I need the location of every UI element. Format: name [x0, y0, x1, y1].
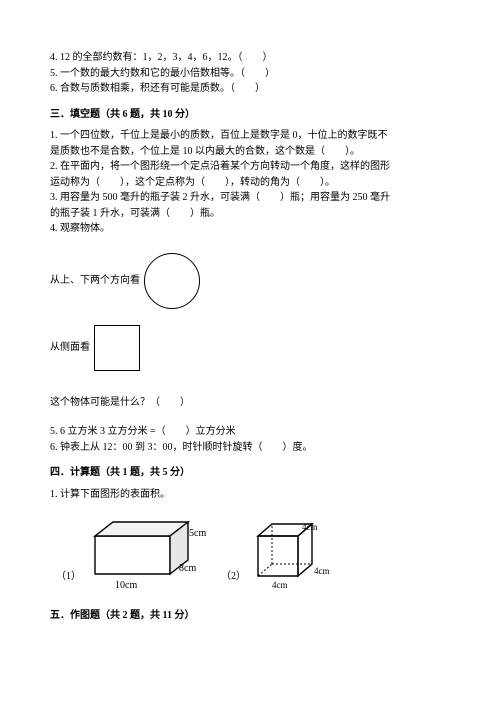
- page: 4. 12 的全部约数有：1，2，3，4，6，12。（ ） 5. 一个数的最大约…: [0, 0, 500, 707]
- figure-row: （1） 5cm 8cm 10cm （2） 4cm 4cm 4cm: [50, 516, 450, 594]
- s3-q6: 6. 钟表上从 12：00 到 3：00，时针顺时针旋转（ ）度。: [50, 440, 450, 456]
- observe-side-row: 从侧面看: [50, 325, 450, 371]
- observe-top-row: 从上、下两个方向看: [50, 253, 450, 309]
- cube-edge-label-bottom: 4cm: [272, 580, 288, 590]
- cube-figure: 4cm 4cm 4cm: [250, 516, 340, 594]
- judge-q5: 5. 一个数的最大约数和它的最小倍数相等。（ ）: [50, 66, 450, 82]
- cuboid-length-label: 10cm: [115, 580, 137, 591]
- section3-title: 三．填空题（共 6 题，共 10 分）: [50, 107, 450, 123]
- cube-edge-label-side: 4cm: [314, 566, 330, 576]
- cuboid-figure: 5cm 8cm 10cm: [85, 516, 215, 594]
- s3-q1-line2: 是质数也不是合数，个位上是 10 以内最大的合数，这个数是（ ）。: [50, 144, 450, 160]
- circle-shape: [144, 253, 200, 309]
- s3-q1-line1: 1. 一个四位数，千位上是最小的质数，百位上是数字是 0，十位上的数字既不: [50, 128, 450, 144]
- fig1-label: （1）: [56, 569, 81, 585]
- s4-q1: 1. 计算下面图形的表面积。: [50, 487, 450, 503]
- square-shape: [94, 325, 140, 371]
- cube-edge-label-top: 4cm: [302, 522, 318, 532]
- section5-title: 五．作图题（共 2 题，共 11 分）: [50, 608, 450, 624]
- cuboid-width-label: 8cm: [179, 563, 196, 574]
- s3-q4: 4. 观察物体。: [50, 221, 450, 237]
- observe-side-label: 从侧面看: [50, 340, 90, 356]
- judge-q6: 6. 合数与质数相乘，积还有可能是质数。（ ）: [50, 81, 450, 97]
- observe-top-label: 从上、下两个方向看: [50, 273, 140, 289]
- s3-q2-line1: 2. 在平面内，将一个图形绕一个定点沿着某个方向转动一个角度，这样的图形: [50, 159, 450, 175]
- judge-q4: 4. 12 的全部约数有：1，2，3，4，6，12。（ ）: [50, 50, 450, 66]
- cuboid-height-label: 5cm: [189, 528, 206, 539]
- fig2-label: （2）: [221, 569, 246, 585]
- s3-q4-ask: 这个物体可能是什么？（ ）: [50, 395, 450, 411]
- s3-q3-line1: 3. 用容量为 500 毫升的瓶子装 2 升水，可装满（ ）瓶；用容量为 250…: [50, 190, 450, 206]
- s3-q5: 5. 6 立方米 3 立方分米 =（ ）立方分米: [50, 424, 450, 440]
- section4-title: 四．计算题（共 1 题，共 5 分）: [50, 465, 450, 481]
- s3-q2-line2: 运动称为（ ），这个定点称为（ ），转动的角为（ ）。: [50, 175, 450, 191]
- s3-q3-line2: 的瓶子装 1 升水，可装满（ ）瓶。: [50, 206, 450, 222]
